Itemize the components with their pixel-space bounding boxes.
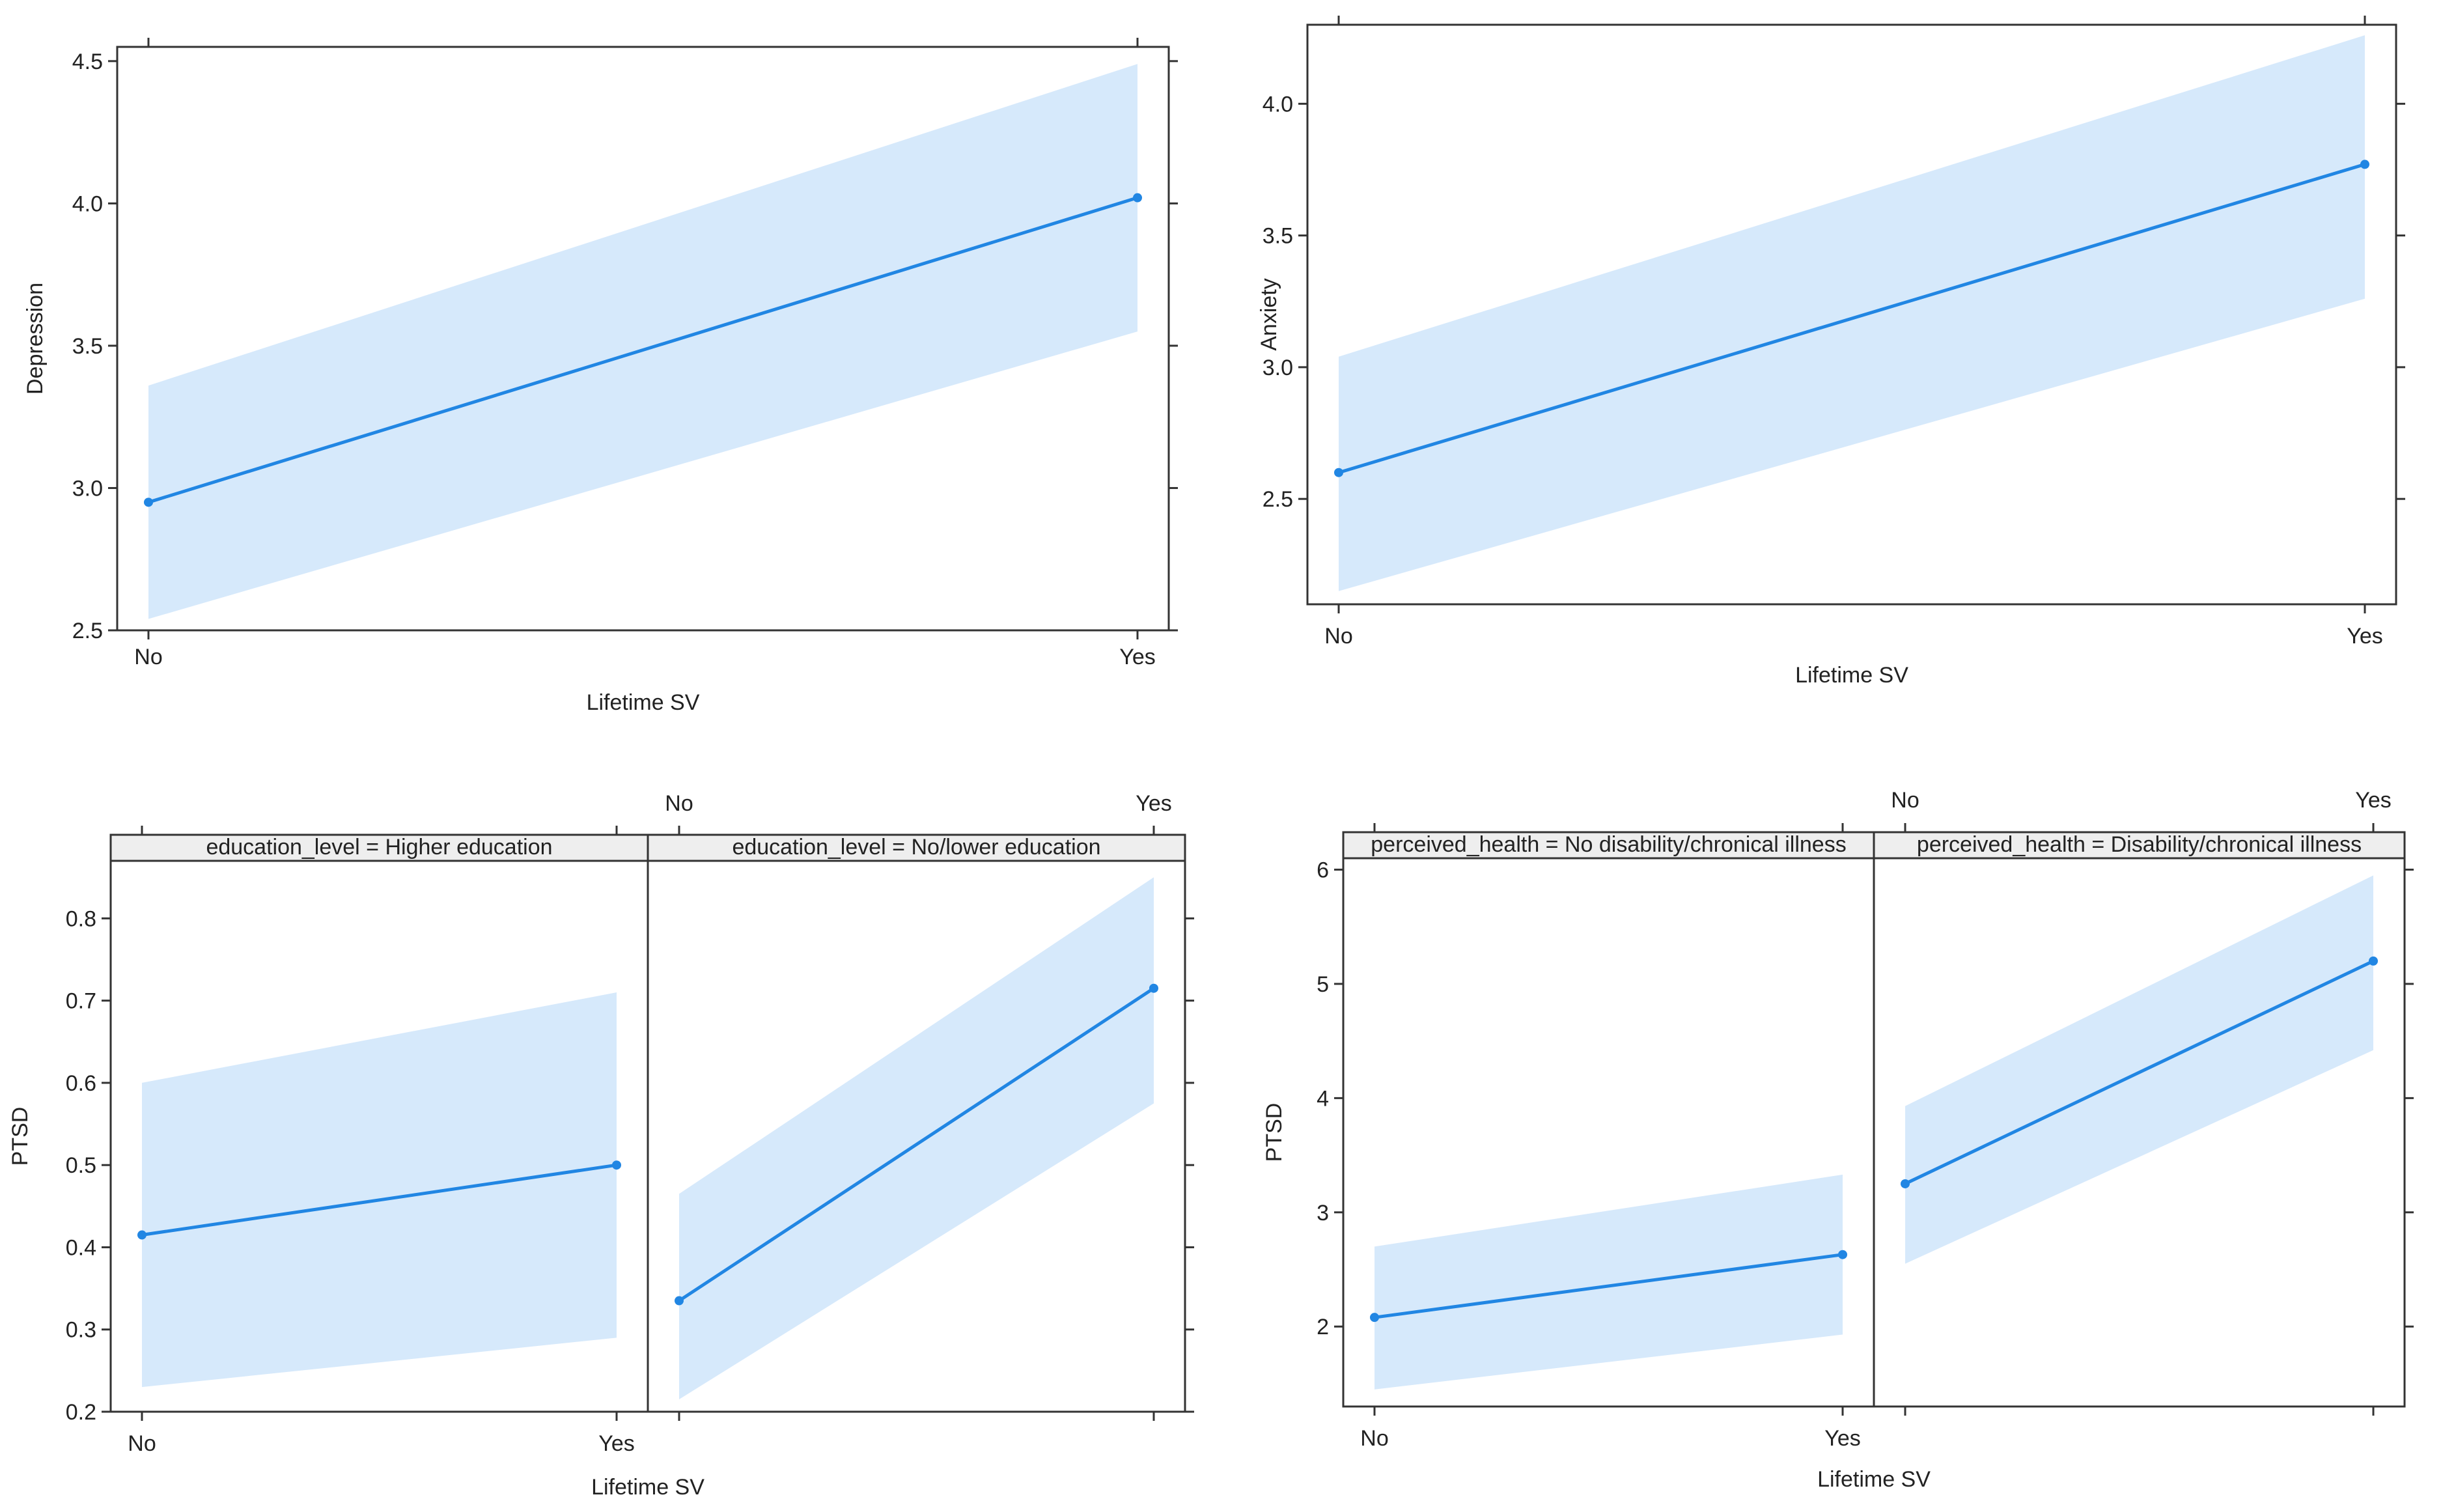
y-axis-label: PTSD — [1262, 1103, 1287, 1162]
chart-1: No Yes 2.5 3.0 3.5 4.0 4.5 Lifetime SV Depressio… — [23, 38, 1178, 715]
chart-4: perceived_health = No disability/chronic… — [1262, 788, 2414, 1492]
series-line — [1904, 959, 2375, 1186]
y-axis-label: Anxiety — [1257, 278, 1281, 351]
panel: No Yes — [1306, 16, 2397, 649]
series-line — [1338, 163, 2365, 475]
y-tick-label: 6 — [1317, 858, 1329, 883]
y-tick-label: 2.5 — [1263, 487, 1293, 512]
x-tick-label: Yes — [2347, 624, 2382, 649]
data-point — [137, 1230, 147, 1240]
y-tick-label: 0.7 — [66, 989, 96, 1014]
panel-frame — [1873, 857, 2406, 1408]
y-tick-label: 3.0 — [1263, 356, 1293, 380]
strip-label: education_level = No/lower education — [732, 835, 1100, 860]
data-point — [1133, 193, 1142, 203]
data-point — [1370, 1313, 1379, 1323]
series-line — [678, 987, 1155, 1302]
y-tick-label: 0.3 — [66, 1318, 96, 1343]
y-tick-label: 3.5 — [1263, 224, 1293, 249]
x-tick-label: No — [1360, 1426, 1388, 1451]
x-axis-label: Lifetime SV — [587, 690, 700, 715]
y-tick-label: 0.6 — [66, 1071, 96, 1096]
panel: education_level = No/lower education No Ye… — [647, 791, 1186, 1421]
y-axis-label: Depression — [23, 283, 48, 395]
x-tick-label: Yes — [598, 1431, 634, 1456]
x-tick-label: No — [1324, 624, 1352, 649]
x-axis-label: Lifetime SV — [1817, 1467, 1931, 1492]
panel-strip — [109, 833, 649, 862]
data-point — [1838, 1250, 1847, 1259]
y-tick-label: 0.4 — [66, 1235, 96, 1260]
x-axis-label: Lifetime SV — [591, 1475, 705, 1500]
y-tick-label: 4.0 — [72, 191, 103, 216]
data-point — [675, 1296, 684, 1306]
series-line — [141, 1163, 617, 1237]
data-point — [1149, 983, 1158, 993]
confidence-band — [1375, 1174, 1843, 1390]
confidence-band — [148, 64, 1137, 619]
confidence-band — [1905, 875, 2373, 1264]
y-tick-label: 4.0 — [1263, 92, 1293, 117]
confidence-band — [1339, 35, 2365, 591]
data-point — [144, 497, 153, 507]
x-tick-label: Yes — [2355, 788, 2391, 813]
y-tick-label: 5 — [1317, 972, 1329, 997]
x-tick-label: Yes — [1824, 1426, 1860, 1451]
y-tick-label: 3.5 — [72, 334, 103, 359]
chart-2: No Yes 2.5 3.0 3.5 4.0 Lifetime SV Anxiety — [1257, 16, 2405, 688]
panel-frame — [647, 860, 1186, 1413]
series-line — [1374, 1253, 1843, 1319]
panel: No Yes — [116, 38, 1170, 669]
y-axis-label: PTSD — [8, 1107, 33, 1166]
strip-label: perceived_health = No disability/chronic… — [1371, 832, 1846, 857]
panel: perceived_health = No disability/chronic… — [1342, 823, 1875, 1451]
y-tick-label: 0.5 — [66, 1153, 96, 1178]
series-line — [148, 196, 1138, 504]
x-tick-label: Yes — [1136, 791, 1171, 816]
data-point — [1901, 1179, 1910, 1188]
y-tick-label: 2.5 — [72, 619, 103, 643]
y-tick-label: 4 — [1317, 1086, 1329, 1111]
y-tick-label: 0.2 — [66, 1400, 96, 1425]
y-tick-label: 2 — [1317, 1315, 1329, 1339]
confidence-band — [679, 877, 1154, 1400]
x-tick-label: No — [128, 1431, 156, 1456]
panel-strip — [1873, 831, 2406, 860]
panel-frame — [1306, 23, 2397, 606]
x-tick-label: Yes — [1119, 645, 1155, 669]
panel: education_level = Higher education No Yes — [109, 826, 649, 1456]
y-tick-label: 3.0 — [72, 476, 103, 501]
y-tick-label: 3 — [1317, 1201, 1329, 1225]
data-point — [2360, 160, 2369, 169]
data-point — [2369, 956, 2378, 966]
x-tick-label: No — [134, 645, 162, 669]
panel: perceived_health = Disability/chronical … — [1873, 788, 2406, 1416]
data-point — [1334, 468, 1343, 477]
strip-label: education_level = Higher education — [206, 835, 552, 860]
y-tick-label: 0.8 — [66, 906, 96, 931]
x-tick-label: No — [1891, 788, 1919, 813]
x-axis-label: Lifetime SV — [1795, 663, 1908, 688]
data-point — [612, 1160, 621, 1170]
strip-label: perceived_health = Disability/chronical … — [1917, 832, 2362, 857]
y-tick-label: 4.5 — [72, 49, 103, 74]
confidence-band — [142, 992, 617, 1388]
panel-frame — [116, 46, 1170, 632]
x-tick-label: No — [665, 791, 693, 816]
